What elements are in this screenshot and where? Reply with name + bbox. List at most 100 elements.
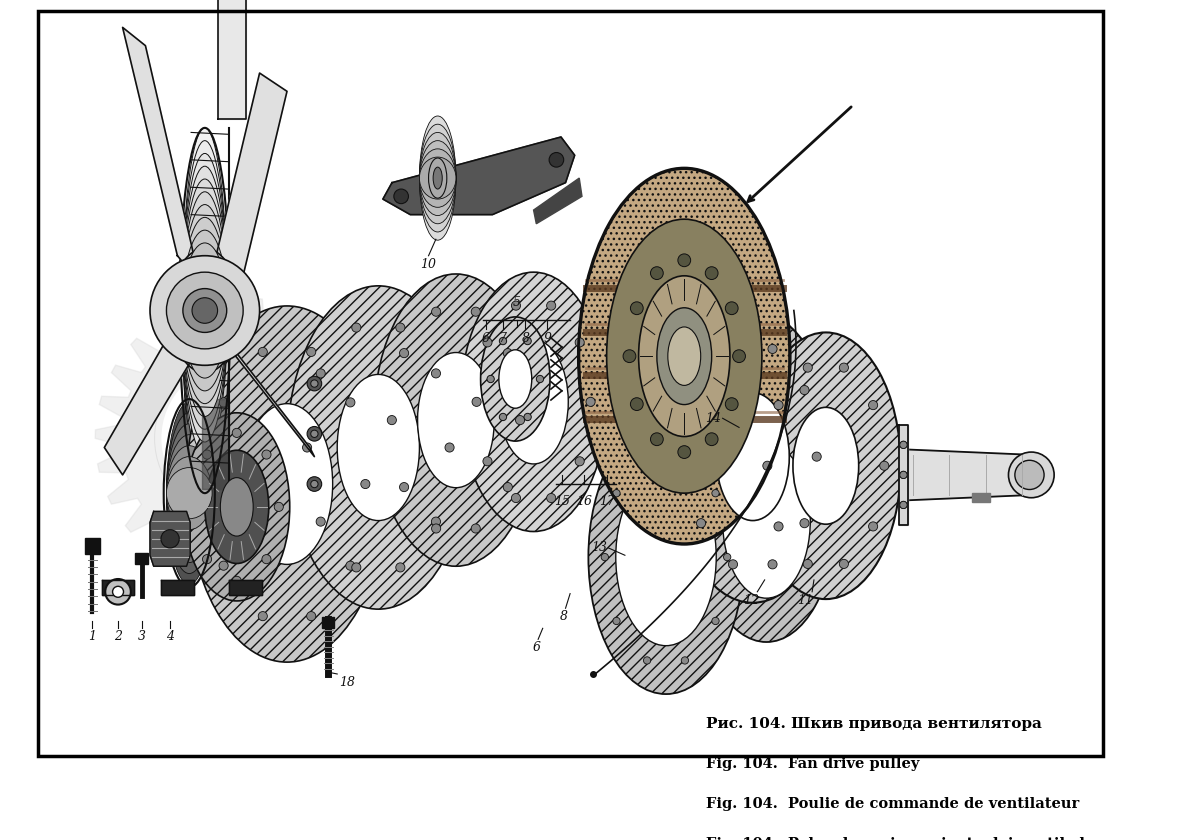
Ellipse shape <box>671 311 835 603</box>
Ellipse shape <box>170 249 239 373</box>
Circle shape <box>262 450 271 459</box>
Circle shape <box>219 398 228 407</box>
Ellipse shape <box>182 269 227 353</box>
Circle shape <box>869 401 878 410</box>
Text: 14: 14 <box>704 412 721 425</box>
Circle shape <box>524 338 531 344</box>
Ellipse shape <box>615 469 716 646</box>
Ellipse shape <box>182 255 227 365</box>
Circle shape <box>524 413 531 421</box>
Ellipse shape <box>1008 452 1054 498</box>
Circle shape <box>712 490 719 497</box>
Circle shape <box>624 349 635 363</box>
Circle shape <box>361 480 370 489</box>
Text: 6: 6 <box>482 332 490 344</box>
Circle shape <box>190 502 199 512</box>
Circle shape <box>161 530 180 548</box>
Circle shape <box>302 443 312 452</box>
Circle shape <box>307 348 315 356</box>
Circle shape <box>800 386 809 395</box>
Polygon shape <box>230 580 262 596</box>
Ellipse shape <box>337 375 419 521</box>
Circle shape <box>202 554 212 564</box>
Text: 18: 18 <box>339 676 355 689</box>
Circle shape <box>684 452 694 461</box>
Circle shape <box>900 501 907 508</box>
Ellipse shape <box>242 404 333 564</box>
Ellipse shape <box>167 402 212 585</box>
Circle shape <box>706 433 718 445</box>
Circle shape <box>706 267 718 280</box>
Ellipse shape <box>481 317 550 441</box>
Circle shape <box>432 369 440 378</box>
Ellipse shape <box>419 149 456 207</box>
Circle shape <box>400 349 408 358</box>
Circle shape <box>445 443 455 452</box>
Ellipse shape <box>1015 460 1044 490</box>
Circle shape <box>728 344 738 354</box>
Ellipse shape <box>722 443 810 598</box>
Text: А: А <box>299 376 376 473</box>
Text: 2: 2 <box>114 630 123 643</box>
Polygon shape <box>225 338 314 457</box>
Circle shape <box>203 480 213 489</box>
Circle shape <box>258 348 268 356</box>
Circle shape <box>900 441 907 449</box>
Circle shape <box>631 302 644 315</box>
Text: 11: 11 <box>797 594 813 606</box>
Ellipse shape <box>433 167 443 189</box>
Circle shape <box>432 524 440 533</box>
Circle shape <box>192 393 282 484</box>
Circle shape <box>900 501 907 508</box>
Circle shape <box>483 338 491 347</box>
Text: Fig. 104.  Poulie de commande de ventilateur: Fig. 104. Poulie de commande de ventilat… <box>706 797 1079 811</box>
Ellipse shape <box>580 169 789 543</box>
Text: 16: 16 <box>576 495 591 508</box>
Circle shape <box>678 254 690 266</box>
Circle shape <box>352 563 361 572</box>
Ellipse shape <box>311 480 318 488</box>
Circle shape <box>471 307 481 317</box>
Text: 13: 13 <box>590 542 607 554</box>
Ellipse shape <box>167 468 212 519</box>
Ellipse shape <box>220 478 253 536</box>
Ellipse shape <box>307 376 321 391</box>
Circle shape <box>768 344 777 354</box>
Circle shape <box>396 323 405 332</box>
Circle shape <box>317 369 325 378</box>
Ellipse shape <box>311 380 318 387</box>
Text: 12: 12 <box>743 594 759 606</box>
Polygon shape <box>214 73 287 283</box>
Text: 3: 3 <box>138 630 146 643</box>
Circle shape <box>483 457 491 466</box>
Circle shape <box>162 363 312 514</box>
Ellipse shape <box>311 430 318 438</box>
Circle shape <box>113 586 124 597</box>
Circle shape <box>258 612 268 621</box>
Circle shape <box>503 349 513 358</box>
Circle shape <box>728 559 738 569</box>
Circle shape <box>317 517 325 526</box>
Ellipse shape <box>668 327 701 386</box>
Circle shape <box>651 433 663 445</box>
Text: 6: 6 <box>532 641 540 654</box>
Text: 8: 8 <box>559 610 568 623</box>
Text: Рис. 104. Шкив привода вентилятора: Рис. 104. Шкив привода вентилятора <box>706 717 1041 732</box>
Ellipse shape <box>167 272 243 349</box>
Ellipse shape <box>205 450 269 564</box>
Polygon shape <box>105 328 192 475</box>
Circle shape <box>681 657 689 664</box>
Text: 1: 1 <box>88 630 96 643</box>
Ellipse shape <box>194 291 215 331</box>
Text: Fig. 104.  Polea de accionamiento dei ventilador: Fig. 104. Polea de accionamiento dei ven… <box>706 837 1102 840</box>
Circle shape <box>202 450 212 459</box>
Circle shape <box>400 482 408 491</box>
Circle shape <box>500 413 507 421</box>
Circle shape <box>601 554 608 561</box>
Ellipse shape <box>419 140 456 216</box>
Ellipse shape <box>461 272 607 532</box>
Text: ч: ч <box>389 443 441 517</box>
Ellipse shape <box>182 218 227 404</box>
Circle shape <box>681 450 689 458</box>
Circle shape <box>352 323 361 332</box>
